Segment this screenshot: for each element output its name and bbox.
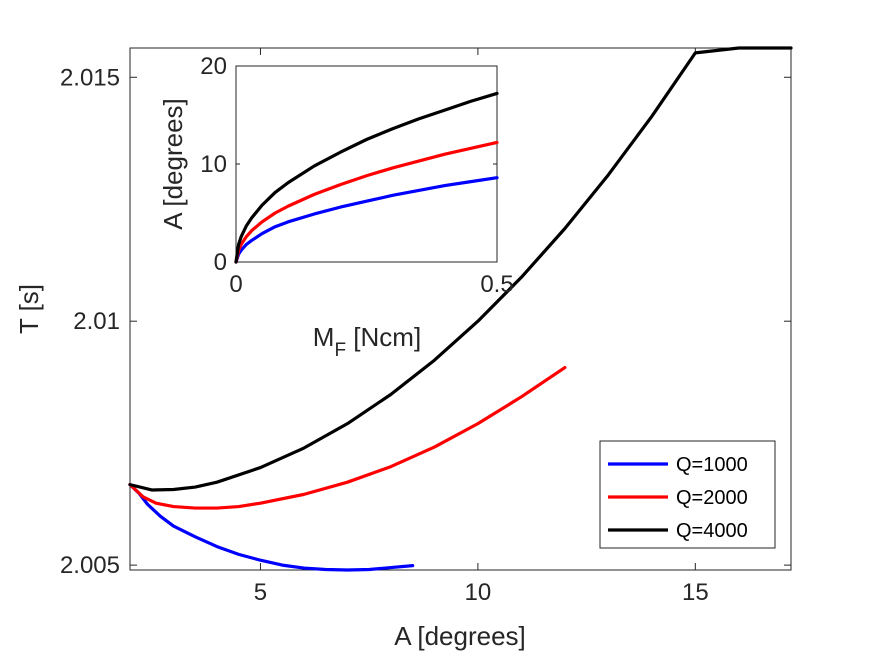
inset-x-axis-label-units: [Ncm]: [346, 322, 421, 352]
inset-series-line-q-1000: [234, 176, 499, 264]
legend-label-q4000: Q=4000: [676, 520, 748, 542]
inset-y-tick-label-20: 20: [200, 53, 227, 80]
inset-y-tick-label-0: 0: [214, 249, 227, 276]
main-series-lines: [128, 46, 793, 572]
inset-x-tick-label-0: 0: [229, 271, 242, 298]
main-x-tick-label-10: 10: [465, 579, 492, 606]
inset-y-ticks: 0 10 20: [200, 53, 497, 276]
main-y-tick-label-2-01: 2.01: [73, 308, 120, 335]
inset-x-axis-label-main: M: [313, 322, 335, 352]
main-series-line-q-4000: [128, 46, 793, 492]
legend: Q=1000 Q=2000 Q=4000: [599, 440, 776, 549]
main-y-tick-label-2-015: 2.015: [60, 64, 120, 91]
main-x-tick-label-15: 15: [682, 579, 709, 606]
main-series-line-q-2000: [128, 365, 567, 510]
inset-y-axis-label: A [degrees]: [158, 98, 188, 230]
inset-y-tick-label-10: 10: [200, 151, 227, 178]
inset-x-ticks: 0 0.5: [229, 66, 514, 298]
main-x-ticks: 5 10 15: [254, 48, 709, 606]
inset-x-axis-label-subscript: F: [334, 340, 346, 361]
inset-x-axis-label: MF [Ncm]: [313, 322, 421, 361]
inset-x-tick-label-0-5: 0.5: [480, 271, 513, 298]
main-x-tick-label-5: 5: [254, 579, 267, 606]
main-y-tick-label-2-005: 2.005: [60, 552, 120, 579]
legend-label-q1000: Q=1000: [676, 454, 748, 476]
main-series-line-q-1000: [128, 483, 415, 572]
main-y-axis-label: T [s]: [14, 284, 44, 334]
main-y-ticks: 2.005 2.01 2.015: [60, 64, 791, 579]
inset-series-line-q-4000: [234, 91, 499, 264]
inset-plot-frame: [235, 65, 498, 263]
inset-series-lines: [234, 91, 499, 264]
legend-label-q2000: Q=2000: [676, 487, 748, 509]
inset-series-line-q-2000: [234, 140, 499, 264]
main-x-axis-label: A [degrees]: [394, 621, 526, 651]
